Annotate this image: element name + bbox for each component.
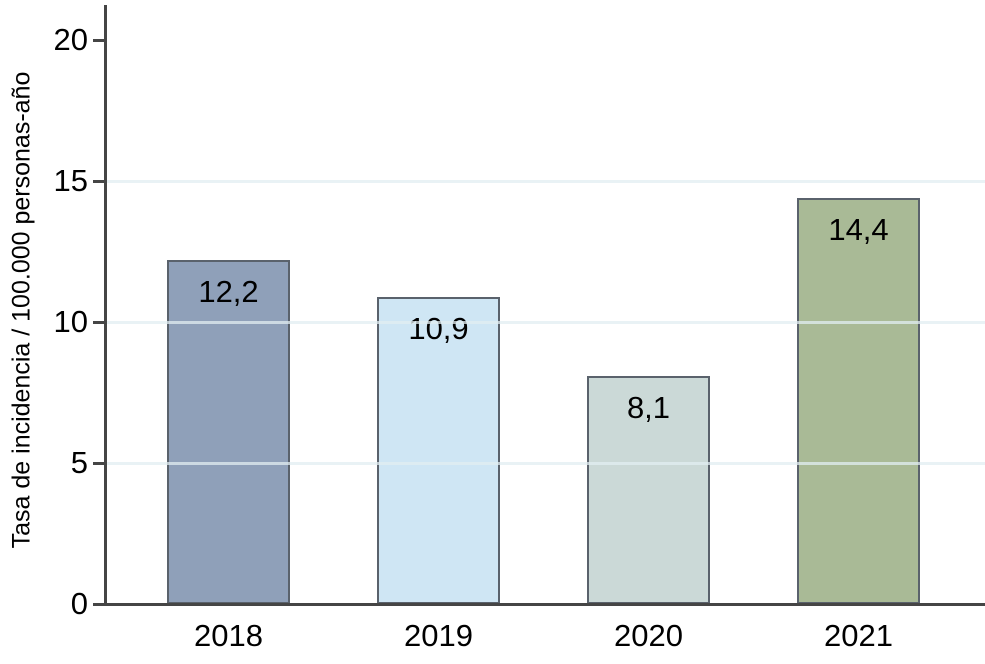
y-tick-5 [93,461,105,465]
bar-value-label: 14,4 [828,211,889,247]
bar-value-label: 8,1 [626,389,671,425]
gridline-5 [106,461,985,465]
x-axis-line [93,602,985,606]
bar-2018: 12,2 [167,259,290,604]
x-tick-label-2018: 2018 [194,618,263,653]
y-tick-15 [93,179,105,183]
y-tick-label-20: 20 [53,22,88,57]
y-tick-10 [93,320,105,324]
gridline-15 [106,179,985,183]
y-tick-label-0: 0 [70,586,88,621]
x-tick-label-2021: 2021 [824,618,893,653]
gridline-10 [106,320,985,324]
bar-2019: 10,9 [377,296,500,604]
x-tick-label-2020: 2020 [614,618,683,653]
bar-value-label: 12,2 [198,273,259,309]
bar-2021: 14,4 [797,197,920,604]
x-tick-label-2019: 2019 [404,618,473,653]
y-tick-label-10: 10 [53,304,88,339]
y-tick-label-5: 5 [70,445,88,480]
bar-2020: 8,1 [587,375,710,604]
y-tick-20 [93,38,105,42]
y-tick-label-15: 15 [53,163,88,198]
y-axis-line [103,5,107,606]
bar-value-label: 10,9 [408,310,469,346]
